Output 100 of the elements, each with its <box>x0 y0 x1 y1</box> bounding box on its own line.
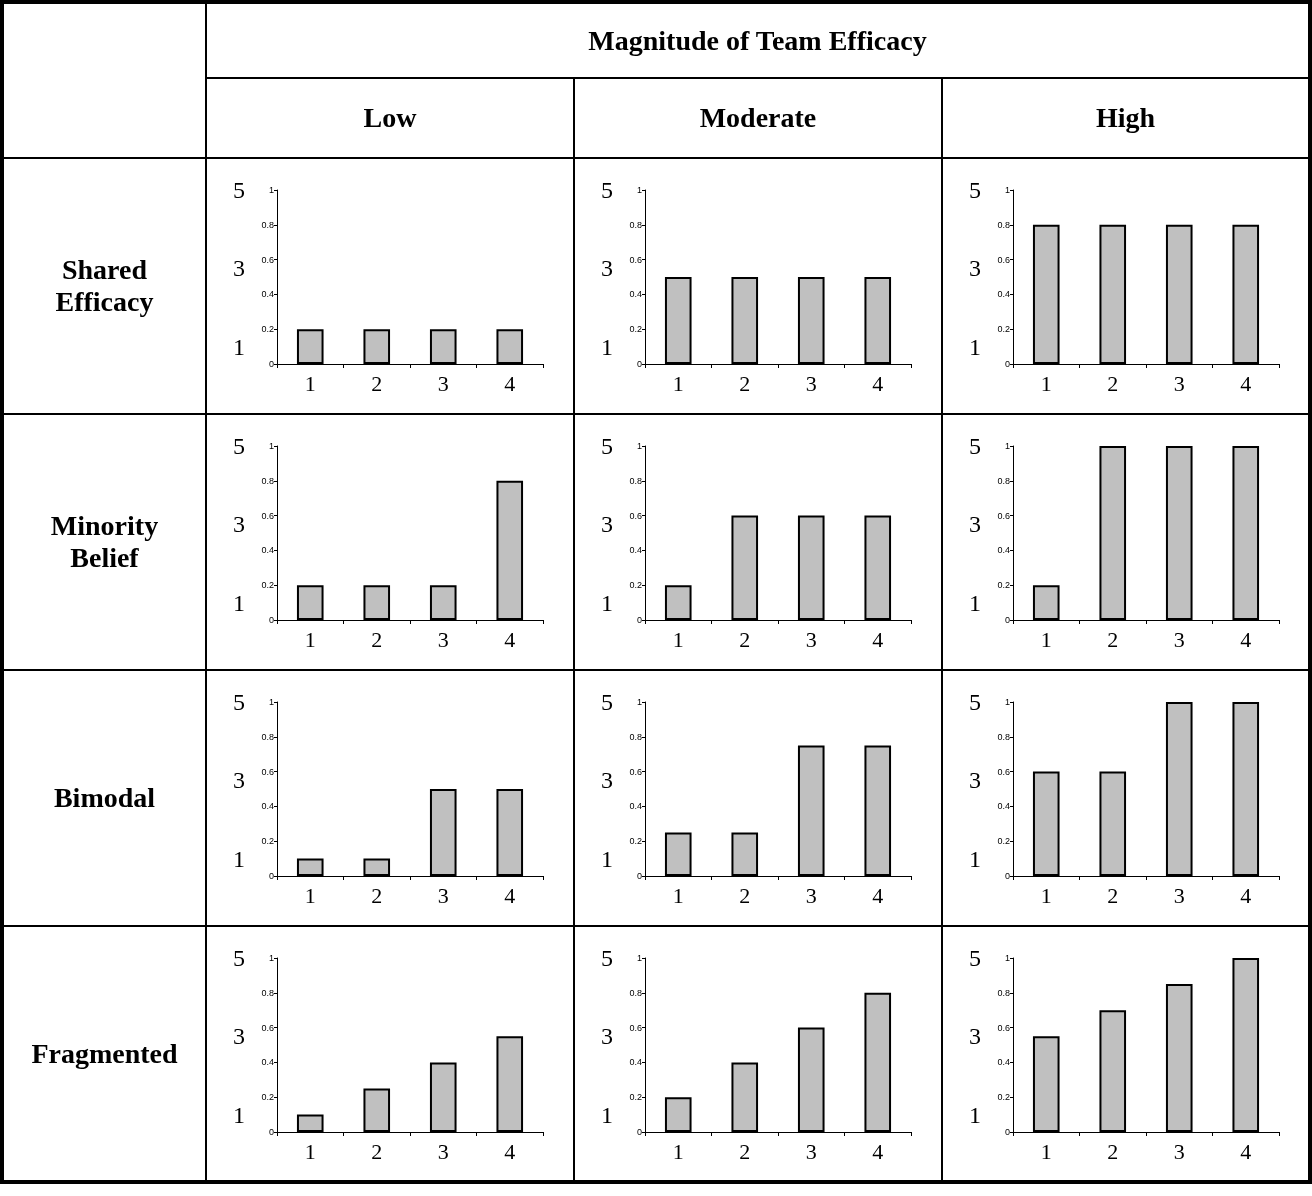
y2-tick-label: 3 <box>601 511 613 538</box>
y2-tick-label: 3 <box>969 1022 981 1049</box>
y2-tick-label: 5 <box>601 177 613 203</box>
category-label: Low <box>206 78 574 158</box>
x-tick-label: 2 <box>1107 370 1119 396</box>
x-tick-label: 1 <box>672 626 684 652</box>
y-tick-label: 0 <box>636 615 642 625</box>
x-tick-label: 3 <box>1173 1138 1185 1163</box>
x-tick-label: 3 <box>805 1138 817 1163</box>
y-tick-label: 1 <box>636 952 642 963</box>
y-tick-label: 0.8 <box>261 987 274 998</box>
y2-tick-label: 5 <box>233 689 245 715</box>
y-tick-label: 0.6 <box>261 1022 274 1033</box>
x-tick-label: 3 <box>805 370 817 396</box>
y2-tick-label: 3 <box>601 1022 613 1049</box>
x-tick-label: 2 <box>371 626 383 652</box>
x-tick-label: 3 <box>437 882 449 908</box>
x-tick-label: 3 <box>1173 370 1185 396</box>
y2-tick-label: 3 <box>233 511 245 538</box>
x-tick-label: 4 <box>872 626 884 652</box>
y-tick-label: 0.8 <box>629 219 642 230</box>
y2-tick-label: 5 <box>233 944 245 971</box>
category-label: Minority Belief <box>50 510 159 573</box>
y-tick-label: 0.6 <box>997 510 1010 521</box>
y-tick-label: 0.6 <box>629 1022 642 1033</box>
y-tick-label: 0.6 <box>997 766 1010 777</box>
y2-tick-label: 3 <box>233 255 245 282</box>
y-tick-label: 0 <box>1004 871 1010 881</box>
category-label: Fragmented <box>31 1037 178 1069</box>
y-tick-label: 1 <box>268 697 274 707</box>
y-tick-label: 0.2 <box>629 324 642 335</box>
x-tick-label: 1 <box>672 882 684 908</box>
y-tick-label: 1 <box>636 185 642 195</box>
y-tick-label: 0.2 <box>261 836 274 847</box>
x-tick-label: 1 <box>304 882 316 908</box>
y-tick-label: 0.8 <box>261 475 274 486</box>
x-tick-label: 4 <box>872 1138 884 1163</box>
y-tick-label: 1 <box>1004 185 1010 195</box>
y-tick-label: 0.4 <box>261 545 274 556</box>
y-tick-label: 0.4 <box>261 289 274 300</box>
y-tick-label: 0.8 <box>261 219 274 230</box>
y-tick-label: 0 <box>268 615 274 625</box>
y-tick-label: 0 <box>636 359 642 369</box>
y-tick-label: 0.8 <box>261 731 274 742</box>
x-tick-label: 1 <box>1040 370 1052 396</box>
y-tick-label: 0 <box>268 1126 274 1137</box>
x-tick-label: 4 <box>504 370 516 396</box>
y2-tick-label: 5 <box>601 433 613 459</box>
y-tick-label: 0.6 <box>261 510 274 521</box>
x-tick-label: 1 <box>304 370 316 396</box>
y-tick-label: 0 <box>1004 1126 1010 1137</box>
y2-tick-label: 3 <box>969 767 981 794</box>
y-tick-label: 1 <box>268 441 274 451</box>
y-tick-label: 1 <box>1004 697 1010 707</box>
y-tick-label: 0.6 <box>629 254 642 265</box>
y2-tick-label: 1 <box>969 589 981 616</box>
category-label: High <box>942 78 1310 158</box>
y2-tick-label: 1 <box>601 333 613 360</box>
category-label: Bimodal <box>53 782 156 813</box>
x-tick-label: 4 <box>872 370 884 396</box>
x-tick-label: 2 <box>1107 882 1119 908</box>
y-tick-label: 0.4 <box>629 1056 642 1067</box>
y2-tick-label: 1 <box>601 845 613 872</box>
x-tick-label: 1 <box>1040 626 1052 652</box>
y-tick-label: 0 <box>636 871 642 881</box>
y-tick-label: 0 <box>1004 359 1010 369</box>
y2-tick-label: 1 <box>969 845 981 872</box>
x-tick-label: 2 <box>1107 1138 1119 1163</box>
y2-tick-label: 5 <box>969 433 981 459</box>
y2-tick-label: 3 <box>601 767 613 794</box>
x-tick-label: 1 <box>304 1138 316 1163</box>
y-tick-label: 1 <box>1004 952 1010 963</box>
y-tick-label: 0.2 <box>261 580 274 591</box>
y-tick-label: 1 <box>268 185 274 195</box>
x-tick-label: 3 <box>1173 882 1185 908</box>
x-tick-label: 3 <box>805 882 817 908</box>
y-tick-label: 0.4 <box>261 801 274 812</box>
y-tick-label: 0.8 <box>629 987 642 998</box>
y-tick-label: 0.8 <box>997 731 1010 742</box>
y2-tick-label: 3 <box>969 255 981 282</box>
category-label: Shared Efficacy <box>55 254 154 317</box>
y-tick-label: 0 <box>268 359 274 369</box>
x-tick-label: 4 <box>872 882 884 908</box>
y-tick-label: 0.4 <box>629 289 642 300</box>
y-tick-label: 1 <box>1004 441 1010 451</box>
y-tick-label: 0.2 <box>261 324 274 335</box>
x-tick-label: 2 <box>739 370 751 396</box>
x-tick-label: 1 <box>304 626 316 652</box>
y-tick-label: 1 <box>636 697 642 707</box>
x-tick-label: 4 <box>1240 370 1252 396</box>
y2-tick-label: 1 <box>969 333 981 360</box>
x-tick-label: 3 <box>437 626 449 652</box>
y2-tick-label: 5 <box>601 944 613 971</box>
y-tick-label: 0.2 <box>997 836 1010 847</box>
y-tick-label: 0 <box>1004 615 1010 625</box>
y-tick-label: 0.2 <box>629 580 642 591</box>
y2-tick-label: 3 <box>233 1022 245 1049</box>
y-tick-label: 0.4 <box>997 1056 1010 1067</box>
y-tick-label: 0.2 <box>997 580 1010 591</box>
y-tick-label: 0.4 <box>261 1056 274 1067</box>
